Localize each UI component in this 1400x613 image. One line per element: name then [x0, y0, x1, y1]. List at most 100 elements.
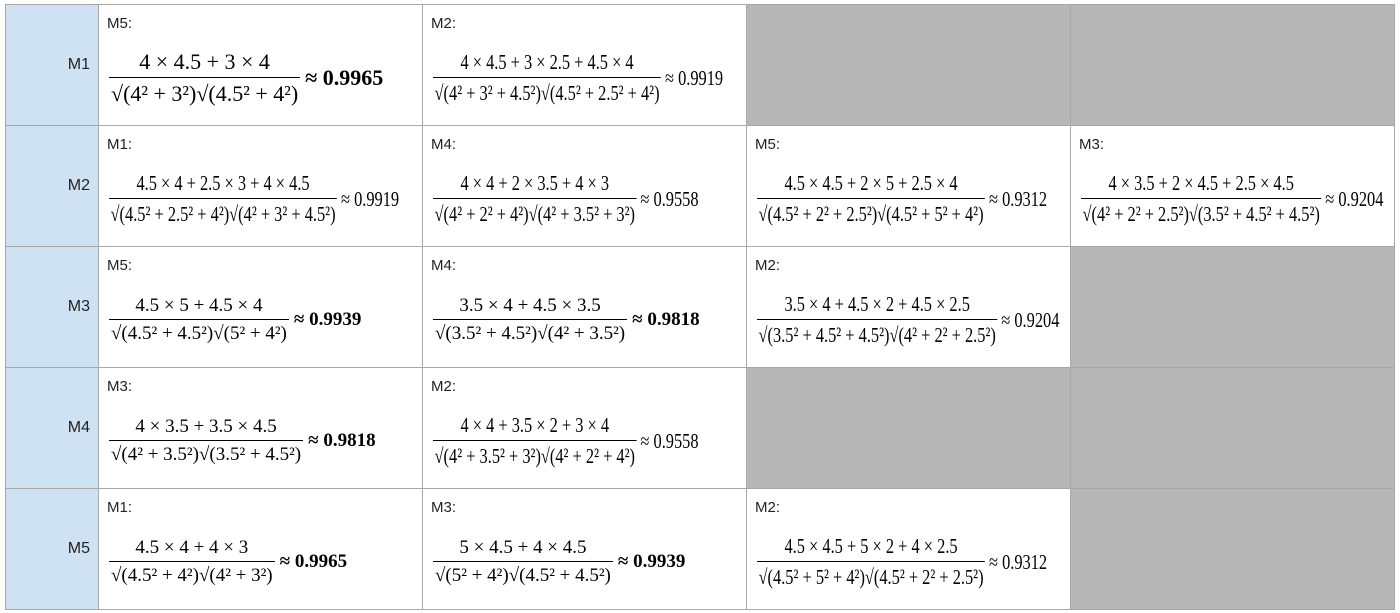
- denominator: √(3.5² + 4.5²)√(4² + 3.5²): [433, 319, 627, 345]
- row-header[interactable]: M3: [6, 247, 99, 368]
- formula: 4.5 × 4 + 2.5 × 3 + 4 × 4.5 √(4.5² + 2.5²…: [109, 158, 350, 240]
- numerator: 4 × 4 + 2 × 3.5 + 4 × 3: [457, 171, 612, 198]
- formula: 3.5 × 4 + 4.5 × 3.5 √(3.5² + 4.5²)√(4² + …: [433, 279, 742, 361]
- cell-label: M5:: [755, 136, 780, 153]
- formula: 4.5 × 4 + 4 × 3 √(4.5² + 4²)√(4² + 3²) ≈ …: [109, 521, 418, 603]
- table-row: M4 M3: 4 × 3.5 + 3.5 × 4.5 √(4² + 3.5²)√(…: [6, 368, 1395, 489]
- result: ≈ 0.9939: [613, 551, 685, 573]
- table-cell[interactable]: M2: 4 × 4.5 + 3 × 2.5 + 4.5 × 4 √(4² + 3²…: [423, 5, 747, 126]
- result: ≈ 0.9965: [275, 551, 347, 573]
- result: ≈ 0.9312: [985, 550, 1047, 575]
- denominator: √(4.5² + 4²)√(4² + 3²): [109, 561, 275, 587]
- table-cell[interactable]: M1: 4.5 × 4 + 2.5 × 3 + 4 × 4.5 √(4.5² + …: [99, 126, 423, 247]
- cell-label: M3:: [431, 499, 456, 516]
- result: ≈ 0.9818: [303, 430, 375, 452]
- row-header-label: M1: [68, 56, 98, 74]
- similarity-table: M1 M5: 4 × 4.5 + 3 × 4 √(4² + 3²)√(4.5² +…: [5, 4, 1395, 610]
- numerator: 4 × 3.5 + 2 × 4.5 + 2.5 × 4.5: [1105, 171, 1297, 198]
- result: ≈ 0.9204: [1321, 187, 1383, 212]
- numerator: 4.5 × 4.5 + 5 × 2 + 4 × 2.5: [781, 534, 960, 561]
- formula: 4 × 3.5 + 2 × 4.5 + 2.5 × 4.5 √(4² + 2² +…: [1081, 158, 1322, 240]
- result: ≈ 0.9558: [637, 187, 699, 212]
- result: ≈ 0.9558: [637, 429, 699, 454]
- denominator: √(4² + 3² + 4.5²)√(4.5² + 2.5² + 4²): [433, 77, 661, 106]
- table-cell[interactable]: M5: 4 × 4.5 + 3 × 4 √(4² + 3²)√(4.5² + 4²…: [99, 5, 423, 126]
- cell-label: M3:: [1079, 136, 1104, 153]
- denominator: √(4² + 3²)√(4.5² + 4²): [109, 77, 300, 107]
- cell-label: M4:: [431, 136, 456, 153]
- table-row: M5 M1: 4.5 × 4 + 4 × 3 √(4.5² + 4²)√(4² +…: [6, 489, 1395, 610]
- row-header-label: M3: [68, 298, 98, 316]
- cell-label: M1:: [107, 499, 132, 516]
- table-cell[interactable]: M4: 3.5 × 4 + 4.5 × 3.5 √(3.5² + 4.5²)√(4…: [423, 247, 747, 368]
- formula: 4 × 3.5 + 3.5 × 4.5 √(4² + 3.5²)√(3.5² + …: [109, 400, 418, 482]
- formula: 4.5 × 4.5 + 2 × 5 + 2.5 × 4 √(4.5² + 2² +…: [757, 158, 998, 240]
- row-header-label: M5: [68, 540, 98, 558]
- denominator: √(4.5² + 4.5²)√(5² + 4²): [109, 319, 289, 345]
- row-header-label: M4: [68, 419, 98, 437]
- row-header[interactable]: M4: [6, 368, 99, 489]
- denominator: √(4.5² + 2.5² + 4²)√(4² + 3² + 4.5²): [109, 198, 337, 227]
- numerator: 4 × 4.5 + 3 × 4: [135, 49, 274, 77]
- numerator: 4 × 4.5 + 3 × 2.5 + 4.5 × 4: [457, 50, 636, 77]
- formula: 4 × 4.5 + 3 × 4 √(4² + 3²)√(4.5² + 4²) ≈ …: [109, 37, 418, 119]
- empty-cell[interactable]: [1071, 368, 1395, 489]
- empty-cell[interactable]: [747, 368, 1071, 489]
- denominator: √(4² + 2² + 2.5²)√(3.5² + 4.5² + 4.5²): [1081, 198, 1321, 227]
- formula: 5 × 4.5 + 4 × 4.5 √(5² + 4²)√(4.5² + 4.5²…: [433, 521, 742, 603]
- row-header[interactable]: M2: [6, 126, 99, 247]
- formula: 4 × 4 + 2 × 3.5 + 4 × 3 √(4² + 2² + 4²)√(…: [433, 158, 674, 240]
- cell-label: M2:: [755, 499, 780, 516]
- row-header[interactable]: M5: [6, 489, 99, 610]
- table-cell[interactable]: M3: 4 × 3.5 + 2 × 4.5 + 2.5 × 4.5 √(4² + …: [1071, 126, 1395, 247]
- table-cell[interactable]: M2: 3.5 × 4 + 4.5 × 2 + 4.5 × 2.5 √(3.5² …: [747, 247, 1071, 368]
- table-cell[interactable]: M1: 4.5 × 4 + 4 × 3 √(4.5² + 4²)√(4² + 3²…: [99, 489, 423, 610]
- result: ≈ 0.9939: [289, 309, 361, 331]
- table-cell[interactable]: M2: 4.5 × 4.5 + 5 × 2 + 4 × 2.5 √(4.5² + …: [747, 489, 1071, 610]
- cell-label: M2:: [431, 378, 456, 395]
- result: ≈ 0.9965: [300, 65, 383, 91]
- table-row: M3 M5: 4.5 × 5 + 4.5 × 4 √(4.5² + 4.5²)√(…: [6, 247, 1395, 368]
- numerator: 4 × 3.5 + 3.5 × 4.5: [131, 416, 280, 440]
- denominator: √(4.5² + 2² + 2.5²)√(4.5² + 5² + 4²): [757, 198, 985, 227]
- formula: 4 × 4 + 3.5 × 2 + 3 × 4 √(4² + 3.5² + 3²)…: [433, 400, 674, 482]
- formula: 4.5 × 4.5 + 5 × 2 + 4 × 2.5 √(4.5² + 5² +…: [757, 521, 998, 603]
- table-row: M2 M1: 4.5 × 4 + 2.5 × 3 + 4 × 4.5 √(4.5²…: [6, 126, 1395, 247]
- numerator: 4.5 × 4 + 2.5 × 3 + 4 × 4.5: [133, 171, 312, 198]
- cell-label: M5:: [107, 257, 132, 274]
- table-row: M1 M5: 4 × 4.5 + 3 × 4 √(4² + 3²)√(4.5² +…: [6, 5, 1395, 126]
- empty-cell[interactable]: [1071, 247, 1395, 368]
- result: ≈ 0.9919: [337, 187, 399, 212]
- result: ≈ 0.9919: [661, 66, 723, 91]
- numerator: 4.5 × 4 + 4 × 3: [131, 537, 252, 561]
- denominator: √(4² + 2² + 4²)√(4² + 3.5² + 3²): [433, 198, 637, 227]
- denominator: √(5² + 4²)√(4.5² + 4.5²): [433, 561, 613, 587]
- row-header-label: M2: [68, 177, 98, 195]
- table-cell[interactable]: M3: 5 × 4.5 + 4 × 4.5 √(5² + 4²)√(4.5² + …: [423, 489, 747, 610]
- result: ≈ 0.9818: [627, 309, 699, 331]
- formula: 3.5 × 4 + 4.5 × 2 + 4.5 × 2.5 √(3.5² + 4.…: [757, 279, 998, 361]
- formula: 4.5 × 5 + 4.5 × 4 √(4.5² + 4.5²)√(5² + 4²…: [109, 279, 418, 361]
- numerator: 5 × 4.5 + 4 × 4.5: [455, 537, 590, 561]
- table-cell[interactable]: M5: 4.5 × 5 + 4.5 × 4 √(4.5² + 4.5²)√(5² …: [99, 247, 423, 368]
- table-cell[interactable]: M4: 4 × 4 + 2 × 3.5 + 4 × 3 √(4² + 2² + 4…: [423, 126, 747, 247]
- empty-cell[interactable]: [1071, 489, 1395, 610]
- numerator: 3.5 × 4 + 4.5 × 2 + 4.5 × 2.5: [781, 292, 973, 319]
- denominator: √(4² + 3.5² + 3²)√(4² + 2² + 4²): [433, 440, 637, 469]
- row-header[interactable]: M1: [6, 5, 99, 126]
- empty-cell[interactable]: [747, 5, 1071, 126]
- cell-label: M3:: [107, 378, 132, 395]
- table-cell[interactable]: M2: 4 × 4 + 3.5 × 2 + 3 × 4 √(4² + 3.5² +…: [423, 368, 747, 489]
- numerator: 4.5 × 4.5 + 2 × 5 + 2.5 × 4: [781, 171, 960, 198]
- denominator: √(4² + 3.5²)√(3.5² + 4.5²): [109, 440, 303, 466]
- table-cell[interactable]: M5: 4.5 × 4.5 + 2 × 5 + 2.5 × 4 √(4.5² + …: [747, 126, 1071, 247]
- result: ≈ 0.9204: [997, 308, 1059, 333]
- cell-label: M2:: [431, 15, 456, 32]
- cell-label: M5:: [107, 15, 132, 32]
- empty-cell[interactable]: [1071, 5, 1395, 126]
- table-cell[interactable]: M3: 4 × 3.5 + 3.5 × 4.5 √(4² + 3.5²)√(3.5…: [99, 368, 423, 489]
- denominator: √(4.5² + 5² + 4²)√(4.5² + 2² + 2.5²): [757, 561, 985, 590]
- numerator: 3.5 × 4 + 4.5 × 3.5: [455, 295, 604, 319]
- numerator: 4.5 × 5 + 4.5 × 4: [131, 295, 266, 319]
- cell-label: M4:: [431, 257, 456, 274]
